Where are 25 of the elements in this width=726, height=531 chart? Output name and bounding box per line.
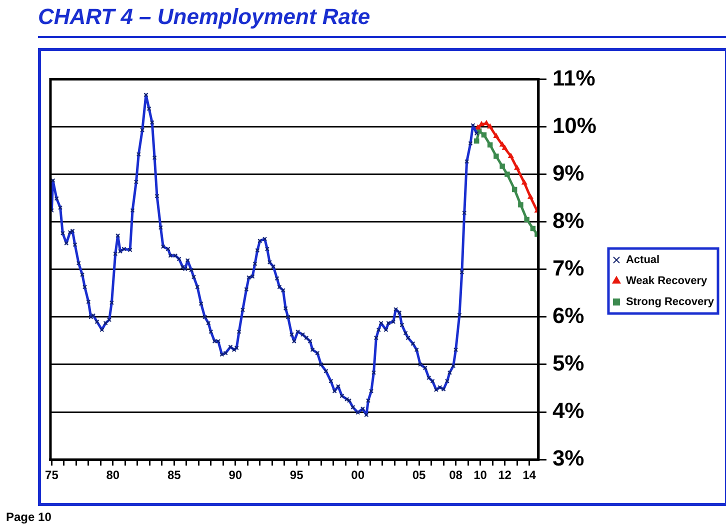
x-tick-label: 05: [412, 468, 426, 482]
x-tick-label: 00: [351, 468, 365, 482]
x-tick-label: 10: [474, 468, 488, 482]
x-tick-label: 12: [498, 468, 512, 482]
x-tick-label: 14: [522, 468, 536, 482]
y-tick-label: 10%: [552, 112, 596, 138]
y-tick-label: 5%: [552, 350, 584, 376]
legend-label: Strong Recovery: [626, 296, 715, 308]
x-tick-label: 08: [449, 468, 463, 482]
x-tick-label: 75: [45, 468, 59, 482]
y-tick-label: 8%: [552, 208, 584, 233]
y-tick-label: 7%: [552, 255, 584, 280]
y-tick-label: 6%: [552, 303, 584, 328]
legend-label: Weak Recovery: [626, 275, 708, 288]
y-tick-label: 11%: [552, 65, 596, 90]
legend-label: Actual: [626, 254, 660, 266]
text: Page 10: [6, 510, 52, 524]
x-tick-label: 80: [106, 468, 120, 482]
y-tick-label: 3%: [552, 446, 584, 471]
y-tick-label: 4%: [552, 398, 584, 424]
x-tick-label: 95: [290, 468, 304, 482]
x-tick-label: 90: [228, 468, 242, 482]
x-tick-label: 85: [167, 468, 182, 482]
y-tick-label: 9%: [552, 160, 584, 186]
chart-title: CHART 4 – Unemployment Rate: [38, 4, 370, 30]
